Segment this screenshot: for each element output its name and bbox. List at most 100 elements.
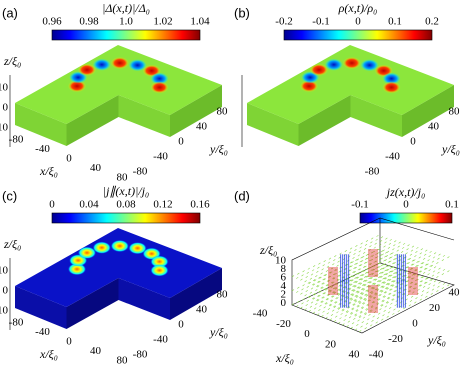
vector-arrow — [310, 273, 314, 276]
vector-arrow — [432, 256, 436, 259]
vector-arrow — [354, 280, 357, 283]
vector-arrow — [413, 259, 416, 262]
vector-arrow — [405, 270, 408, 273]
vector-arrow — [346, 325, 349, 328]
vector-arrow — [385, 268, 389, 271]
colorbar — [283, 29, 433, 41]
vector-arrow — [391, 280, 394, 283]
vector-arrow — [382, 295, 385, 298]
vector-arrow — [353, 252, 356, 255]
vector-arrow — [371, 319, 374, 322]
vector-arrow — [354, 285, 357, 288]
vector-arrow — [386, 278, 390, 281]
panel-label: (a) — [2, 5, 18, 20]
vector-arrow — [318, 309, 321, 312]
vector-arrow — [363, 275, 367, 278]
vector-arrow — [406, 280, 409, 283]
vector-arrow — [317, 285, 320, 288]
vector-arrow — [317, 266, 320, 269]
vector-arrow — [355, 281, 358, 284]
colorbar-tick-label: 1.0 — [119, 16, 133, 28]
vector-arrow — [316, 298, 319, 301]
vector-arrow — [383, 263, 387, 266]
vector-arrow — [302, 298, 305, 301]
vector-arrow — [337, 288, 340, 291]
vector-arrow — [393, 289, 396, 292]
vector-arrow — [418, 284, 421, 287]
vector-arrow — [383, 295, 386, 298]
vector-arrow — [426, 263, 429, 266]
vector-arrow — [374, 278, 378, 281]
vector-arrow — [391, 252, 394, 255]
vector-arrow — [350, 298, 353, 301]
vector-arrow — [355, 245, 358, 247]
vector-arrow — [394, 271, 397, 274]
vector-arrow — [380, 236, 384, 239]
vector-arrow — [418, 270, 421, 273]
vector-arrow — [320, 272, 323, 275]
vector-arrow — [388, 293, 392, 296]
colorbar-tick-label: 0.12 — [153, 199, 172, 211]
vector-arrow — [390, 302, 393, 305]
vector-arrow — [385, 265, 388, 268]
vector-arrow — [402, 242, 406, 245]
vector-arrow — [360, 306, 364, 309]
vector-arrow — [378, 284, 381, 287]
vector-arrow — [386, 264, 390, 267]
vector-arrow — [376, 234, 379, 237]
vector-arrow — [447, 284, 450, 287]
vector-arrow — [358, 287, 361, 290]
slab-side — [247, 103, 299, 146]
vector-arrow — [336, 311, 339, 314]
vector-arrow — [362, 288, 366, 291]
vector-arrow — [316, 284, 319, 287]
vector-arrow — [338, 321, 341, 324]
vector-arrow — [312, 265, 316, 268]
vector-arrow — [356, 276, 360, 279]
vector-arrow — [380, 257, 383, 260]
vector-arrow — [324, 288, 327, 291]
vector-arrow — [352, 257, 355, 260]
colorbar-tick-label: 1.02 — [153, 16, 172, 28]
vector-arrow — [380, 271, 383, 274]
vector-arrow — [356, 290, 360, 293]
vector-arrow — [387, 246, 391, 249]
box-frame — [379, 217, 455, 241]
vector-arrow — [412, 263, 415, 266]
y-tick-label: 40 — [196, 121, 208, 133]
y-tick-label: 80 — [217, 106, 229, 118]
vector-arrow — [379, 254, 383, 257]
vector-arrow — [419, 280, 422, 283]
vector-arrow — [378, 265, 381, 268]
vector-arrow — [349, 283, 352, 286]
vector-arrow — [343, 318, 346, 321]
vector-arrow — [392, 248, 395, 251]
vector-arrow — [353, 284, 356, 287]
vector-arrow — [354, 294, 357, 297]
colorbar-title: jz(x,t)/j₀ — [385, 185, 426, 199]
vector-arrow — [321, 268, 324, 271]
vector-arrow — [316, 270, 319, 273]
slab-top — [15, 45, 222, 124]
vector-arrow — [426, 291, 429, 294]
axis-title: x/ξ₀ — [39, 347, 58, 361]
vector-arrow — [379, 289, 382, 292]
colorbar — [359, 212, 453, 224]
vector-arrow — [422, 257, 426, 260]
slab-top — [15, 228, 222, 307]
vector-arrow — [394, 254, 397, 257]
vector-arrow — [350, 297, 353, 300]
slab-side — [66, 95, 119, 146]
vector-arrow — [348, 279, 352, 282]
texture-spot — [150, 72, 169, 85]
vector-arrow — [329, 318, 332, 321]
vector-arrow — [371, 237, 374, 240]
vector-arrow — [333, 320, 337, 323]
vector-arrow — [381, 285, 384, 288]
panel: (c)|j∥(x,t)|/j₀00.040.080.120.16z/ξ₀100-… — [0, 184, 228, 366]
vector-arrow — [393, 244, 396, 247]
slab-side — [298, 95, 351, 146]
vector-arrow — [312, 297, 316, 300]
vector-arrow — [438, 281, 441, 284]
